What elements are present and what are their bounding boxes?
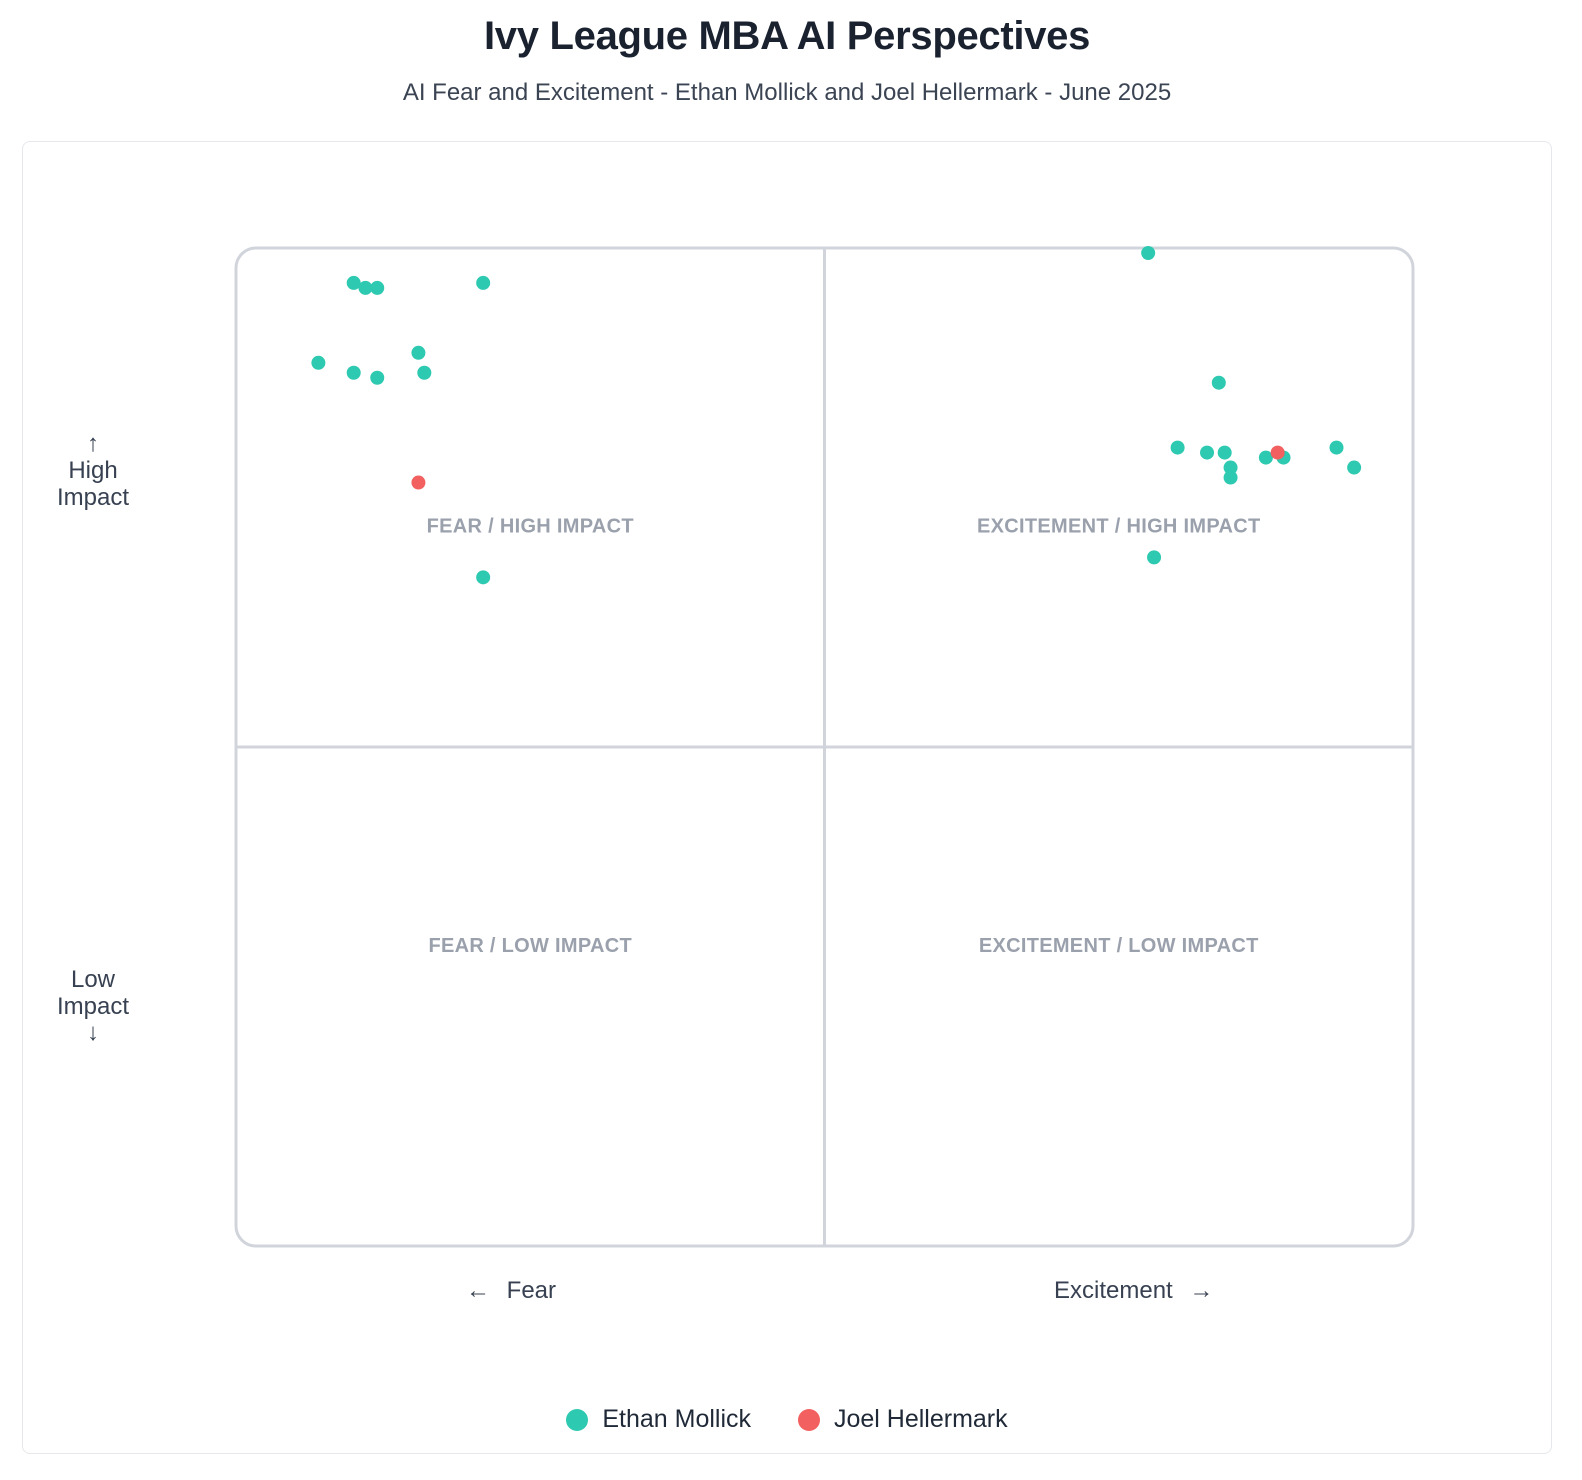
data-point-ethan-15[interactable] <box>1223 460 1238 475</box>
y-axis-low-label: Low Impact ↓ <box>23 966 163 1046</box>
data-point-ethan-12[interactable] <box>1170 440 1185 455</box>
quadrant-label-bottom-left: FEAR / LOW IMPACT <box>428 935 632 957</box>
data-point-ethan-8[interactable] <box>417 365 432 380</box>
quadrant-label-top-right: EXCITEMENT / HIGH IMPACT <box>977 516 1261 538</box>
up-arrow-icon: ↑ <box>87 430 99 457</box>
data-point-ethan-17[interactable] <box>1258 450 1273 465</box>
data-point-ethan-21[interactable] <box>1147 550 1162 565</box>
data-point-ethan-11[interactable] <box>1211 375 1226 390</box>
chart-card <box>22 141 1552 1454</box>
chart-title: Ivy League MBA AI Perspectives <box>483 14 1091 58</box>
legend-label-joel: Joel Hellermark <box>833 1405 1008 1433</box>
data-point-ethan-6[interactable] <box>370 370 385 385</box>
data-point-ethan-0[interactable] <box>346 275 361 290</box>
left-arrow-icon: ← <box>466 1277 490 1304</box>
quadrant-label-bottom-right: EXCITEMENT / LOW IMPACT <box>979 935 1259 957</box>
legend-item-joel[interactable]: Joel Hellermark <box>797 1405 1008 1434</box>
quadrant-labels: FEAR / HIGH IMPACT EXCITEMENT / HIGH IMPA… <box>427 516 1261 957</box>
data-point-ethan-19[interactable] <box>1329 440 1344 455</box>
data-point-ethan-3[interactable] <box>476 275 491 290</box>
x-excitement-text: Excitement <box>1054 1277 1173 1304</box>
down-arrow-icon: ↓ <box>87 1019 99 1046</box>
data-point-ethan-5[interactable] <box>346 365 361 380</box>
data-point-ethan-1[interactable] <box>358 280 373 295</box>
data-points <box>311 245 1362 585</box>
data-point-ethan-9[interactable] <box>476 570 491 585</box>
legend-swatch-ethan <box>566 1408 589 1431</box>
data-point-ethan-2[interactable] <box>370 280 385 295</box>
data-point-ethan-20[interactable] <box>1347 460 1362 475</box>
y-low-text: Low Impact <box>56 966 130 1020</box>
data-point-joel-0[interactable] <box>411 475 426 490</box>
x-axis-fear-label: ← Fear <box>466 1277 556 1305</box>
data-point-ethan-7[interactable] <box>411 345 426 360</box>
right-arrow-icon: → <box>1189 1277 1214 1304</box>
legend-swatch-joel <box>797 1408 820 1431</box>
x-fear-text: Fear <box>506 1277 557 1304</box>
chart-legend: Ethan Mollick Joel Hellermark <box>0 1405 1574 1438</box>
legend-item-ethan[interactable]: Ethan Mollick <box>566 1405 751 1434</box>
y-high-text: High Impact <box>56 457 130 511</box>
quadrant-frame <box>234 246 1415 1248</box>
quadrant-label-top-left: FEAR / HIGH IMPACT <box>427 516 634 538</box>
data-point-ethan-13[interactable] <box>1200 445 1215 460</box>
chart-subtitle: AI Fear and Excitement - Ethan Mollick a… <box>402 79 1172 106</box>
data-point-joel-1[interactable] <box>1270 445 1285 460</box>
data-point-ethan-4[interactable] <box>311 355 326 370</box>
x-axis-excitement-label: Excitement → <box>1054 1277 1213 1305</box>
data-point-ethan-16[interactable] <box>1223 470 1238 485</box>
data-point-ethan-14[interactable] <box>1217 445 1232 460</box>
data-point-ethan-10[interactable] <box>1141 245 1156 260</box>
legend-label-ethan: Ethan Mollick <box>602 1405 752 1433</box>
y-axis-high-label: ↑ High Impact <box>23 430 163 512</box>
